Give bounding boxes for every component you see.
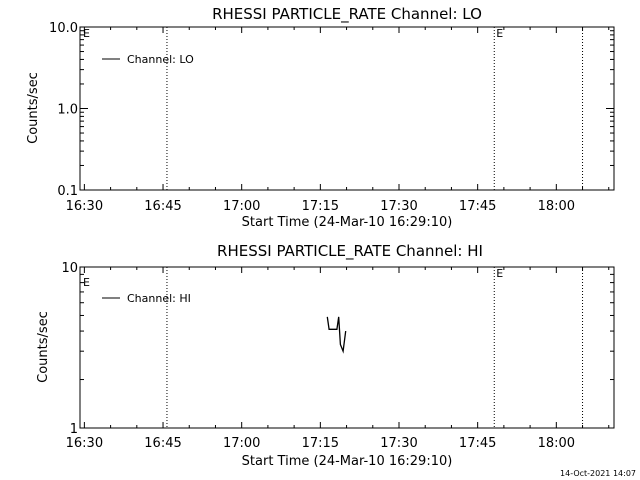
y-axis-label: Counts/sec [36, 311, 51, 383]
event-marker-label: E [496, 267, 503, 280]
x-tick-label: 17:45 [459, 436, 496, 451]
start-marker-label: E [83, 27, 90, 40]
axis-ticks: 16:30 16:45 17:00 17:15 17:30 17:45 18:00 10 1 [61, 261, 614, 451]
x-tick-label: 17:00 [223, 199, 260, 214]
footer-timestamp: 14-Oct-2021 14:07 [560, 469, 636, 478]
y-tick-label: 1.0 [57, 103, 78, 118]
series-line [326, 316, 347, 354]
series-lines [326, 316, 347, 354]
chart-panel-lo: RHESSI PARTICLE_RATE Channel: LO Counts/… [26, 5, 615, 230]
legend-entry-lo: Channel: LO [127, 53, 194, 66]
event-markers: E [166, 267, 584, 428]
x-tick-label: 18:00 [538, 436, 575, 451]
x-tick-label: 17:30 [380, 436, 417, 451]
x-tick-label: 17:45 [459, 199, 496, 214]
x-tick-label: 16:45 [144, 199, 181, 214]
x-axis-label: Start Time (24-Mar-10 16:29:10) [242, 215, 453, 230]
x-axis-label: Start Time (24-Mar-10 16:29:10) [242, 454, 453, 469]
y-tick-label: 1 [70, 422, 78, 437]
x-tick-label: 16:30 [66, 199, 103, 214]
chart-title: RHESSI PARTICLE_RATE Channel: HI [217, 242, 483, 261]
y-tick-label: 10 [61, 261, 78, 276]
x-tick-label: 17:30 [380, 199, 417, 214]
event-markers: E [166, 27, 584, 190]
y-tick-label: 0.1 [57, 184, 78, 199]
x-tick-label: 16:30 [66, 436, 103, 451]
axis-ticks: 16:30 16:45 17:00 17:15 17:30 17:45 18:00 10.0 1… [49, 21, 614, 214]
chart-panel-hi: RHESSI PARTICLE_RATE Channel: HI Counts/… [36, 242, 615, 469]
start-marker-label: E [83, 276, 90, 289]
y-tick-label: 10.0 [49, 21, 78, 36]
legend-entry-hi: Channel: HI [127, 292, 191, 305]
x-tick-label: 17:15 [302, 436, 339, 451]
chart-title: RHESSI PARTICLE_RATE Channel: LO [212, 5, 482, 24]
x-tick-label: 17:00 [223, 436, 260, 451]
x-tick-label: 18:00 [538, 199, 575, 214]
x-tick-label: 16:45 [144, 436, 181, 451]
y-axis-label: Counts/sec [26, 72, 41, 144]
x-tick-label: 17:15 [302, 199, 339, 214]
plot-frame [79, 26, 615, 191]
event-marker-label: E [496, 27, 503, 40]
